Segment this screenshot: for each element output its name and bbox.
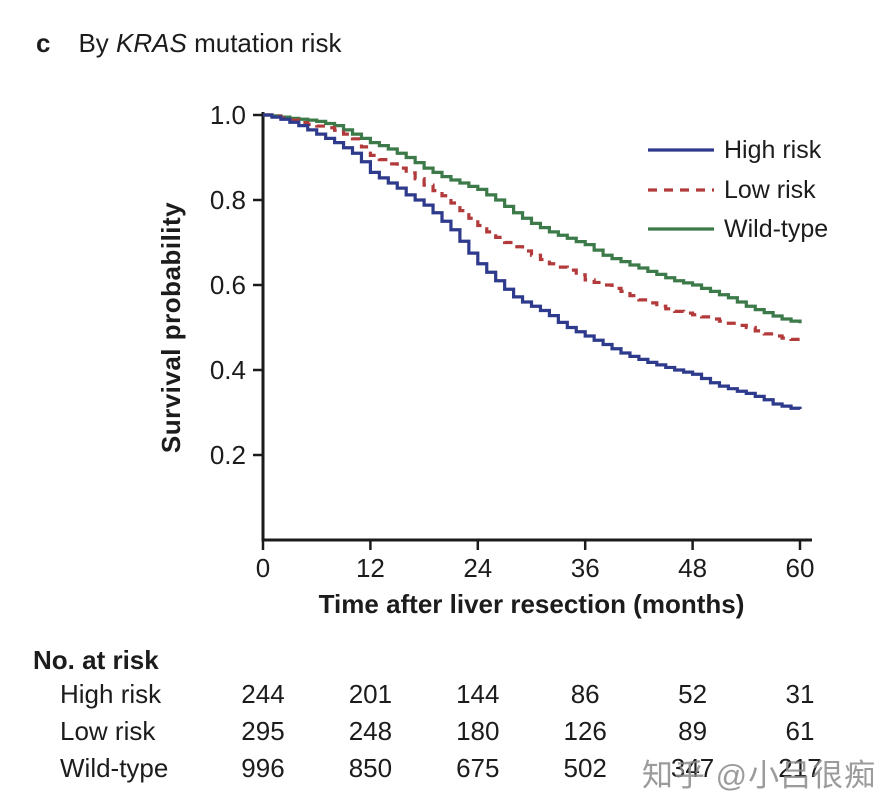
title-suffix: mutation risk — [186, 28, 342, 58]
x-tick-label: 0 — [256, 553, 270, 583]
risk-count: 217 — [778, 753, 822, 783]
y-tick-label: 1.0 — [210, 100, 246, 130]
y-axis-title: Survival probability — [148, 115, 196, 540]
x-tick-label: 36 — [571, 553, 600, 583]
watermark: 知乎 @小吕很痴 — [642, 758, 877, 793]
legend-label-high-risk: High risk — [724, 136, 822, 164]
risk-count: 52 — [678, 679, 708, 709]
y-tick-label: 0.6 — [210, 270, 246, 300]
survival-curve-low-risk — [263, 113, 802, 341]
risk-count: 675 — [456, 753, 500, 783]
x-tick-label: 60 — [786, 553, 815, 583]
risk-count: 86 — [570, 679, 600, 709]
risk-count: 295 — [241, 716, 285, 746]
x-tick-label: 24 — [463, 553, 492, 583]
risk-count: 144 — [456, 679, 500, 709]
risk-count: 244 — [241, 679, 285, 709]
y-tick-label: 0.2 — [210, 440, 246, 470]
risk-count: 502 — [563, 753, 607, 783]
x-tick-label: 12 — [356, 553, 385, 583]
risk-count: 347 — [670, 753, 715, 783]
x-axis-title: Time after liver resection (months) — [318, 589, 745, 619]
risk-count: 61 — [785, 716, 815, 746]
y-tick-label: 0.8 — [210, 185, 246, 215]
risk-count: 31 — [785, 679, 815, 709]
survival-curve-high-risk — [263, 113, 802, 410]
figure-title-text: By KRAS mutation risk — [78, 28, 341, 59]
survival-curve-wild-type — [263, 113, 802, 324]
panel-label: c — [36, 28, 51, 58]
risk-count: 850 — [348, 753, 393, 783]
risk-count: 126 — [563, 716, 607, 746]
x-tick-label: 48 — [678, 553, 707, 583]
risk-row-label-high-risk: High risk — [60, 679, 162, 709]
legend-label-wild-type: Wild-type — [724, 215, 828, 243]
title-gene-italic: KRAS — [116, 28, 187, 58]
y-tick-label: 0.4 — [210, 355, 246, 385]
risk-row-label-wild-type: Wild-type — [60, 753, 169, 783]
risk-count: 180 — [456, 716, 500, 746]
risk-count: 996 — [241, 753, 285, 783]
legend-label-low-risk: Low risk — [724, 176, 816, 204]
risk-count: 89 — [678, 716, 708, 746]
risk-table-header: No. at risk — [33, 645, 159, 675]
figure-title: c By KRAS mutation risk — [36, 28, 341, 59]
risk-count: 248 — [348, 716, 393, 746]
risk-count: 201 — [348, 679, 393, 709]
risk-row-label-low-risk: Low risk — [60, 716, 156, 746]
y-axis-title-text: Survival probability — [156, 201, 187, 454]
title-prefix: By — [78, 28, 117, 58]
